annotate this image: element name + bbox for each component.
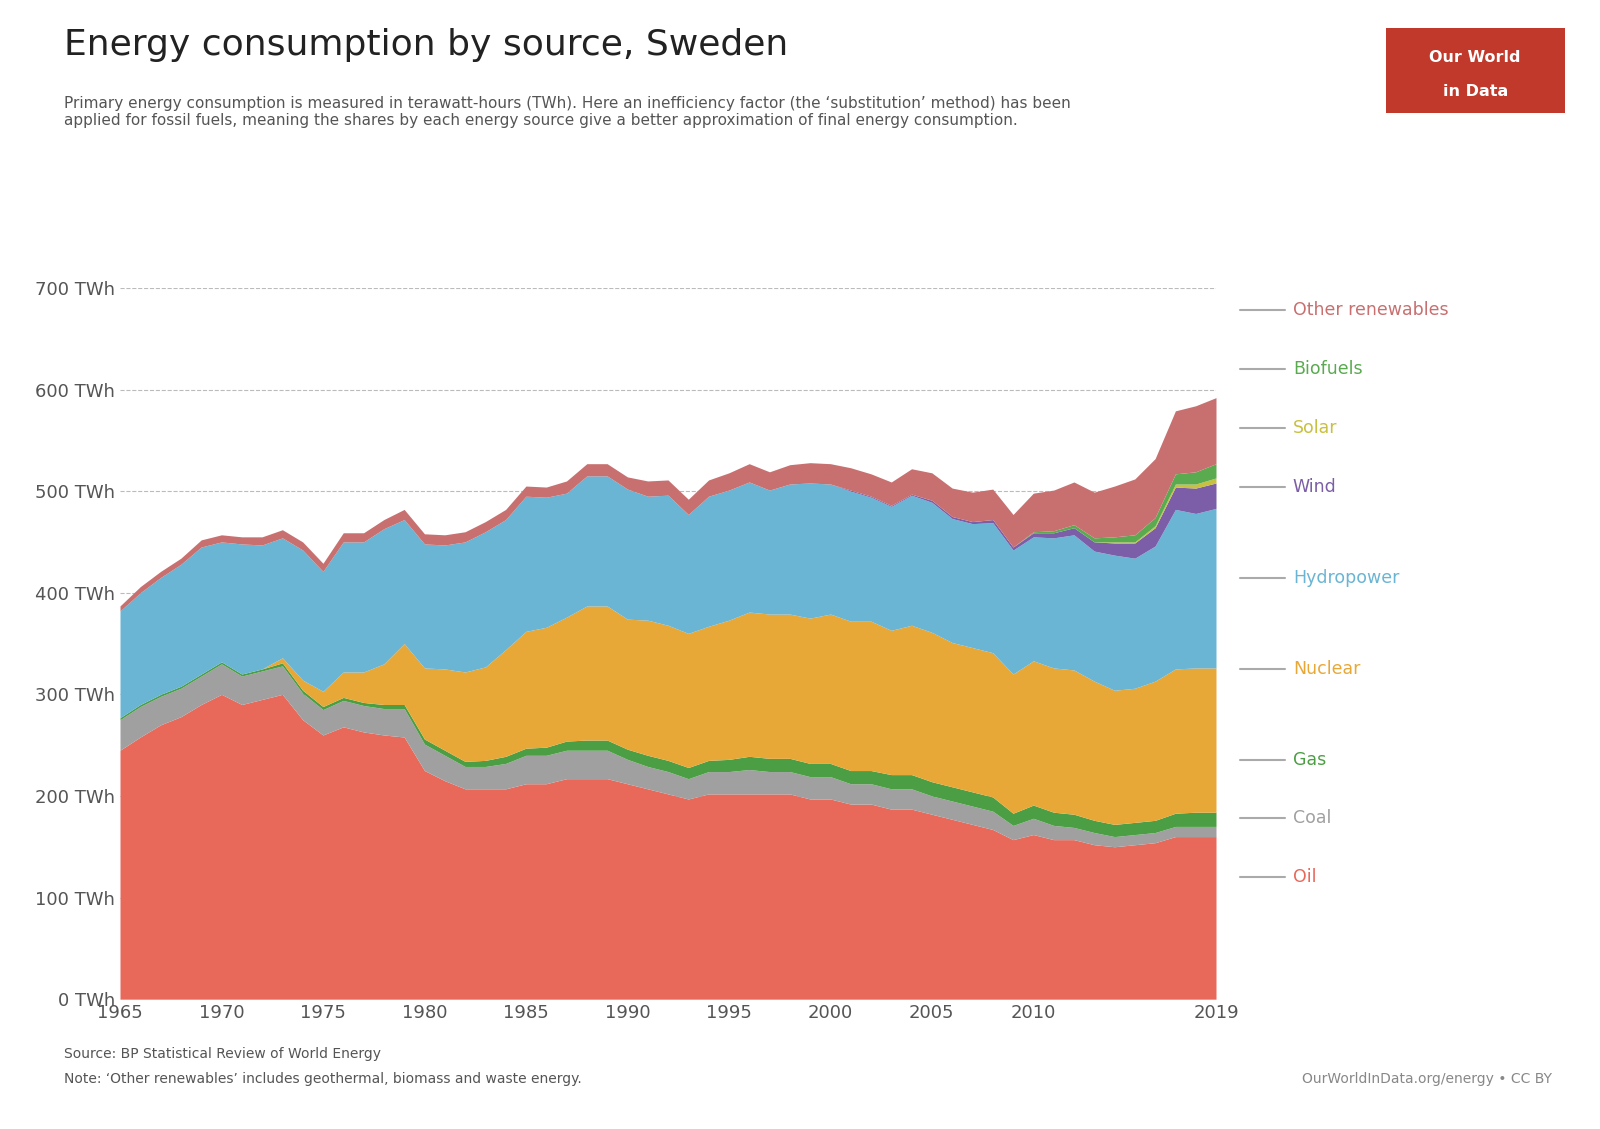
Text: Note: ‘Other renewables’ includes geothermal, biomass and waste energy.: Note: ‘Other renewables’ includes geothe… — [64, 1073, 582, 1086]
Text: Solar: Solar — [1293, 419, 1338, 437]
Text: Nuclear: Nuclear — [1293, 659, 1360, 677]
Text: Coal: Coal — [1293, 809, 1331, 828]
Text: Oil: Oil — [1293, 868, 1317, 886]
Text: in Data: in Data — [1443, 85, 1507, 99]
Text: Primary energy consumption is measured in terawatt-hours (TWh). Here an ineffici: Primary energy consumption is measured i… — [64, 96, 1070, 129]
Text: Hydropower: Hydropower — [1293, 569, 1398, 587]
Text: Energy consumption by source, Sweden: Energy consumption by source, Sweden — [64, 28, 789, 62]
Text: Wind: Wind — [1293, 478, 1336, 496]
Text: Our World: Our World — [1429, 51, 1522, 65]
Text: Gas: Gas — [1293, 751, 1326, 769]
Text: Other renewables: Other renewables — [1293, 301, 1448, 320]
Text: Source: BP Statistical Review of World Energy: Source: BP Statistical Review of World E… — [64, 1048, 381, 1061]
Text: OurWorldInData.org/energy • CC BY: OurWorldInData.org/energy • CC BY — [1302, 1073, 1552, 1086]
Text: Biofuels: Biofuels — [1293, 360, 1363, 378]
